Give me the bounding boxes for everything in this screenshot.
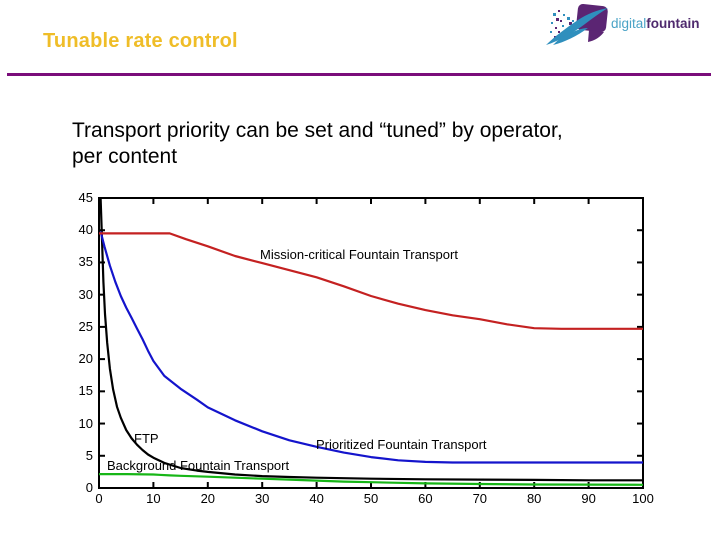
x-tick-label: 60 bbox=[418, 491, 433, 506]
x-tick-label: 10 bbox=[146, 491, 161, 506]
y-tick-label: 10 bbox=[78, 415, 93, 431]
logo-dot bbox=[567, 17, 570, 20]
logo-wordmark: digitalfountain bbox=[611, 16, 700, 31]
plot-box bbox=[98, 197, 644, 489]
x-tick-label: 50 bbox=[363, 491, 379, 506]
series-line-ftp bbox=[99, 197, 643, 482]
curve-label-ftp: FTP bbox=[134, 431, 159, 446]
y-tick-label: 30 bbox=[78, 286, 93, 302]
series-line-mission-critical-fountain-transport bbox=[99, 232, 643, 330]
logo-dot bbox=[550, 31, 552, 33]
logo-word-fountain: fountain bbox=[646, 16, 700, 31]
series-line-background-fountain-transport bbox=[99, 473, 644, 486]
logo-dot bbox=[553, 13, 556, 16]
y-tick-label: 15 bbox=[78, 383, 93, 399]
curve-label-prioritized: Prioritized Fountain Transport bbox=[316, 437, 487, 452]
logo-dot bbox=[558, 31, 560, 33]
logo-dot bbox=[558, 10, 560, 12]
curve-label-mission-critical: Mission-critical Fountain Transport bbox=[260, 247, 458, 262]
header-divider bbox=[7, 73, 711, 76]
y-tick-label: 45 bbox=[78, 190, 93, 205]
logo-dot bbox=[556, 18, 559, 21]
y-tick-label: 40 bbox=[78, 222, 93, 238]
x-tick-label: 100 bbox=[632, 491, 654, 506]
logo-word-digital: digital bbox=[611, 16, 647, 31]
x-tick-label: 20 bbox=[200, 491, 216, 506]
x-tick-label: 30 bbox=[254, 491, 270, 506]
logo-dot bbox=[563, 14, 565, 16]
slide-title: Tunable rate control bbox=[43, 30, 238, 52]
logo-dot bbox=[569, 22, 572, 25]
logo-dot bbox=[555, 27, 557, 29]
x-tick-label: 40 bbox=[309, 491, 324, 506]
x-tick-label: 80 bbox=[526, 491, 542, 506]
logo-dot bbox=[572, 20, 574, 22]
x-tick-label: 0 bbox=[95, 491, 103, 506]
logo-dot bbox=[562, 25, 564, 27]
y-tick-label: 35 bbox=[78, 254, 93, 270]
y-tick-label: 0 bbox=[85, 480, 93, 495]
y-tick-label: 5 bbox=[85, 447, 93, 463]
curve-label-background: Background Fountain Transport bbox=[107, 458, 290, 473]
slide-body-text: Transport priority can be set and “tuned… bbox=[72, 119, 563, 168]
digitalfountain-logo: digitalfountain bbox=[545, 2, 717, 48]
y-tick-label: 20 bbox=[78, 351, 93, 367]
logo-dot bbox=[551, 22, 553, 24]
x-tick-label: 70 bbox=[472, 491, 488, 506]
fountain-swoosh-icon bbox=[546, 3, 608, 45]
series-line-prioritized-fountain-transport bbox=[99, 231, 643, 464]
x-tick-label: 90 bbox=[581, 491, 596, 506]
y-tick-label: 25 bbox=[78, 318, 93, 334]
logo-dot bbox=[560, 20, 562, 22]
